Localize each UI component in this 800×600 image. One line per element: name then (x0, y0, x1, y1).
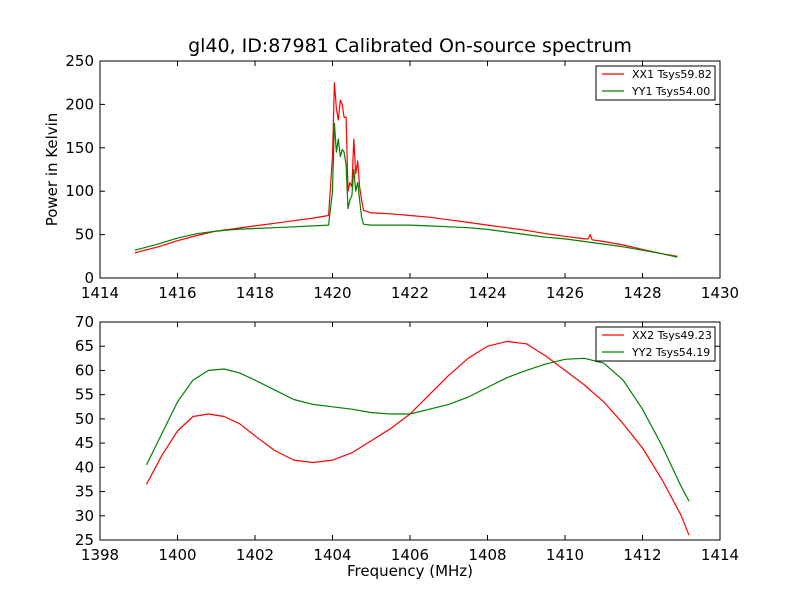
top-y-tick-label: 150 (65, 139, 94, 157)
top-y-tick-label: 50 (75, 226, 94, 244)
bottom-y-tick-label: 30 (75, 507, 94, 525)
bottom-series-layer (145, 340, 690, 536)
bottom-x-tick-label: 1402 (236, 546, 274, 564)
top-x-tick-label: 1426 (546, 284, 584, 302)
bottom-y-tick-label: 60 (75, 361, 94, 379)
bottom-series-line-2 (145, 357, 690, 502)
bottom-legend-frame (595, 326, 716, 362)
bottom-y-tick-label: 65 (75, 337, 94, 355)
top-x-tick-label: 1428 (623, 284, 661, 302)
top-x-tick-label: 1424 (468, 284, 506, 302)
top-y-tick-label: 250 (65, 52, 94, 70)
top-series-line-1 (134, 82, 678, 257)
top-legend-label-xx1: XX1 Tsys59.82 (632, 68, 712, 81)
top-y-axis-label: Power in Kelvin (43, 113, 61, 227)
bottom-y-tick-label: 40 (75, 458, 94, 476)
bottom-x-tick-label: 1414 (701, 546, 739, 564)
bottom-y-tick-label: 35 (75, 483, 94, 501)
top-legend-label-yy1: YY1 Tsys54.00 (631, 85, 710, 98)
top-ticks: 1414 1416 1418 1420 1422 1424 1426 1428 1430 0 50 1… (65, 52, 739, 302)
bottom-legend-label-yy2: YY2 Tsys54.19 (631, 346, 710, 359)
top-y-tick-label: 0 (84, 269, 94, 287)
top-x-tick-label: 1422 (391, 284, 429, 302)
top-series-line-2 (134, 122, 678, 258)
bottom-x-tick-label: 1398 (81, 546, 119, 564)
bottom-legend-label-xx2: XX2 Tsys49.23 (632, 329, 712, 342)
bottom-x-tick-label: 1412 (623, 546, 661, 564)
bottom-ticks: 1398 1400 1402 1404 1406 1408 1410 1412 1414 25 30… (75, 313, 739, 564)
bottom-x-tick-label: 1410 (546, 546, 584, 564)
bottom-y-tick-label: 25 (75, 531, 94, 549)
bottom-x-tick-label: 1400 (158, 546, 196, 564)
bottom-x-tick-label: 1404 (313, 546, 351, 564)
top-x-tick-label: 1418 (236, 284, 274, 302)
bottom-x-tick-label: 1408 (468, 546, 506, 564)
top-y-tick-label: 100 (65, 182, 94, 200)
bottom-x-tick-label: 1406 (391, 546, 429, 564)
bottom-y-tick-label: 50 (75, 410, 94, 428)
top-legend: XX1 Tsys59.82 YY1 Tsys54.00 (595, 65, 716, 101)
top-x-tick-label: 1416 (158, 284, 196, 302)
top-series-layer (134, 82, 678, 258)
top-x-tick-label: 1420 (313, 284, 351, 302)
bottom-legend: XX2 Tsys49.23 YY2 Tsys54.19 (595, 326, 716, 362)
bottom-axes: 1398 1400 1402 1404 1406 1408 1410 1412 1414 25 30… (75, 313, 739, 580)
bottom-y-tick-label: 70 (75, 313, 94, 331)
top-x-tick-label: 1414 (81, 284, 119, 302)
bottom-y-tick-label: 45 (75, 434, 94, 452)
top-y-tick-label: 200 (65, 95, 94, 113)
top-x-tick-label: 1430 (701, 284, 739, 302)
bottom-x-axis-label: Frequency (MHz) (347, 562, 473, 580)
chart-title: gl40, ID:87981 Calibrated On-source spec… (188, 35, 632, 57)
bottom-y-tick-label: 55 (75, 386, 94, 404)
top-axes: 1414 1416 1418 1420 1422 1424 1426 1428 1430 0 50 1… (43, 52, 739, 302)
top-legend-frame (595, 65, 716, 101)
